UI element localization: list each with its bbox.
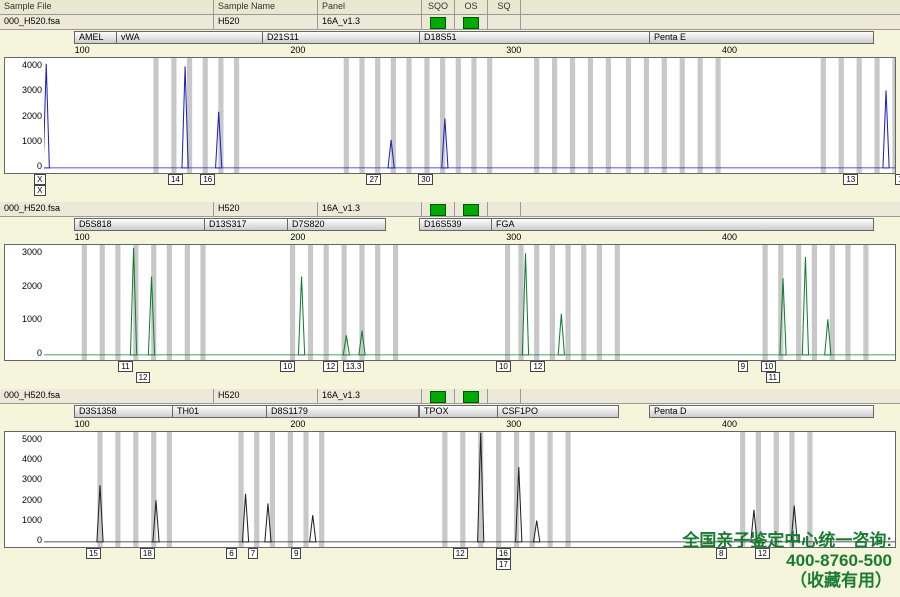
col-OS: OS: [455, 0, 488, 14]
marker-Penta E[interactable]: Penta E: [649, 31, 874, 44]
x-axis-ticks: 100200300400: [39, 45, 896, 57]
column-header: Sample FileSample NamePanelSQOOSSQ: [0, 0, 900, 15]
allele-12[interactable]: 12: [530, 361, 545, 372]
marker-TPOX[interactable]: TPOX: [419, 405, 503, 418]
markers-row: D3S1358TH01D8S1179TPOXCSF1PO Penta D: [4, 405, 896, 418]
sample-name: H520: [214, 202, 318, 216]
col-SQO: SQO: [422, 0, 455, 14]
marker-FGA[interactable]: FGA: [491, 218, 874, 231]
chart-canvas: [44, 245, 895, 360]
plot-area[interactable]: 3000200010000: [4, 244, 896, 361]
panel-name: 16A_v1.3: [318, 389, 422, 403]
sq-indicator[interactable]: [488, 15, 521, 29]
marker-D3S1358[interactable]: D3S1358: [74, 405, 179, 418]
allele-7[interactable]: 7: [248, 548, 258, 559]
marker-TH01[interactable]: TH01: [172, 405, 272, 418]
allele-calls: 1112101213.31012910111821: [39, 361, 896, 385]
allele-10[interactable]: 10: [761, 361, 776, 372]
sample-file: 000_H520.fsa: [0, 389, 214, 403]
allele-X[interactable]: X: [34, 174, 45, 185]
allele-27[interactable]: 27: [366, 174, 381, 185]
allele-12[interactable]: 12: [323, 361, 338, 372]
sqo-indicator[interactable]: [422, 202, 455, 216]
watermark-line3: （收藏有用）: [682, 571, 892, 591]
marker-D18S51[interactable]: D18S51: [419, 31, 654, 44]
sqo-indicator[interactable]: [422, 389, 455, 403]
watermark-line1: 全国亲子鉴定中心统一咨询:: [682, 531, 892, 551]
sample-info-row[interactable]: 000_H520.fsaH52016A_v1.3: [0, 202, 900, 217]
allele-30[interactable]: 30: [418, 174, 433, 185]
sqo-indicator[interactable]: [422, 15, 455, 29]
allele-X[interactable]: X: [34, 185, 45, 196]
chart-canvas: [44, 58, 895, 173]
chart-canvas: [44, 432, 895, 547]
allele-13.3[interactable]: 13.3: [343, 361, 365, 372]
marker-D16S539[interactable]: D16S539: [419, 218, 498, 231]
allele-11[interactable]: 11: [766, 372, 780, 383]
marker-D8S1179[interactable]: D8S1179: [266, 405, 419, 418]
allele-11[interactable]: 11: [118, 361, 132, 372]
watermark-line2: 400-8760-500: [682, 551, 892, 571]
x-axis-ticks: 100200300400: [39, 419, 896, 431]
allele-15[interactable]: 15: [86, 548, 101, 559]
panel-name: 16A_v1.3: [318, 15, 422, 29]
allele-9[interactable]: 9: [291, 548, 301, 559]
allele-18[interactable]: 18: [140, 548, 155, 559]
allele-17[interactable]: 17: [496, 559, 511, 570]
markers-row: D5S818D13S317D7S820 D16S539FGA: [4, 218, 896, 231]
sample-name: H520: [214, 15, 318, 29]
y-axis: 40003000200010000: [5, 58, 44, 173]
sample-file: 000_H520.fsa: [0, 15, 214, 29]
col-Sample Name: Sample Name: [214, 0, 318, 14]
os-indicator[interactable]: [455, 202, 488, 216]
allele-13[interactable]: 13: [843, 174, 858, 185]
sq-indicator[interactable]: [488, 202, 521, 216]
sample-name: H520: [214, 389, 318, 403]
electropherogram-panel-0: 10020030040040003000200010000XX141627301…: [4, 45, 896, 198]
os-indicator[interactable]: [455, 15, 488, 29]
col-SQ: SQ: [488, 0, 521, 14]
marker-D21S11[interactable]: D21S11: [262, 31, 424, 44]
panel-name: 16A_v1.3: [318, 202, 422, 216]
marker-D13S317[interactable]: D13S317: [204, 218, 294, 231]
sample-file: 000_H520.fsa: [0, 202, 214, 216]
allele-16[interactable]: 16: [200, 174, 215, 185]
col-Panel: Panel: [318, 0, 422, 14]
allele-16[interactable]: 16: [895, 174, 900, 185]
y-axis: 3000200010000: [5, 245, 44, 360]
electropherogram-panel-1: 10020030040030002000100001112101213.3101…: [4, 232, 896, 385]
allele-calls: XX1416273013161720: [39, 174, 896, 198]
marker-D7S820[interactable]: D7S820: [287, 218, 386, 231]
allele-14[interactable]: 14: [168, 174, 183, 185]
allele-16[interactable]: 16: [496, 548, 511, 559]
x-axis-ticks: 100200300400: [39, 232, 896, 244]
allele-12[interactable]: 12: [136, 372, 151, 383]
allele-6[interactable]: 6: [226, 548, 236, 559]
y-axis: 500040003000200010000: [5, 432, 44, 547]
col-Sample File: Sample File: [0, 0, 214, 14]
sample-info-row[interactable]: 000_H520.fsaH52016A_v1.3: [0, 389, 900, 404]
allele-12[interactable]: 12: [453, 548, 468, 559]
allele-10[interactable]: 10: [280, 361, 295, 372]
allele-10[interactable]: 10: [496, 361, 511, 372]
sample-info-row[interactable]: 000_H520.fsaH52016A_v1.3: [0, 15, 900, 30]
marker-CSF1PO[interactable]: CSF1PO: [497, 405, 619, 418]
os-indicator[interactable]: [455, 389, 488, 403]
watermark: 全国亲子鉴定中心统一咨询: 400-8760-500 （收藏有用）: [682, 531, 892, 591]
sq-indicator[interactable]: [488, 389, 521, 403]
markers-row: AMELvWAD21S11D18S51Penta E: [4, 31, 896, 44]
marker-Penta D[interactable]: Penta D: [649, 405, 874, 418]
marker-vWA[interactable]: vWA: [116, 31, 268, 44]
plot-area[interactable]: 40003000200010000: [4, 57, 896, 174]
allele-9[interactable]: 9: [738, 361, 748, 372]
marker-D5S818[interactable]: D5S818: [74, 218, 212, 231]
